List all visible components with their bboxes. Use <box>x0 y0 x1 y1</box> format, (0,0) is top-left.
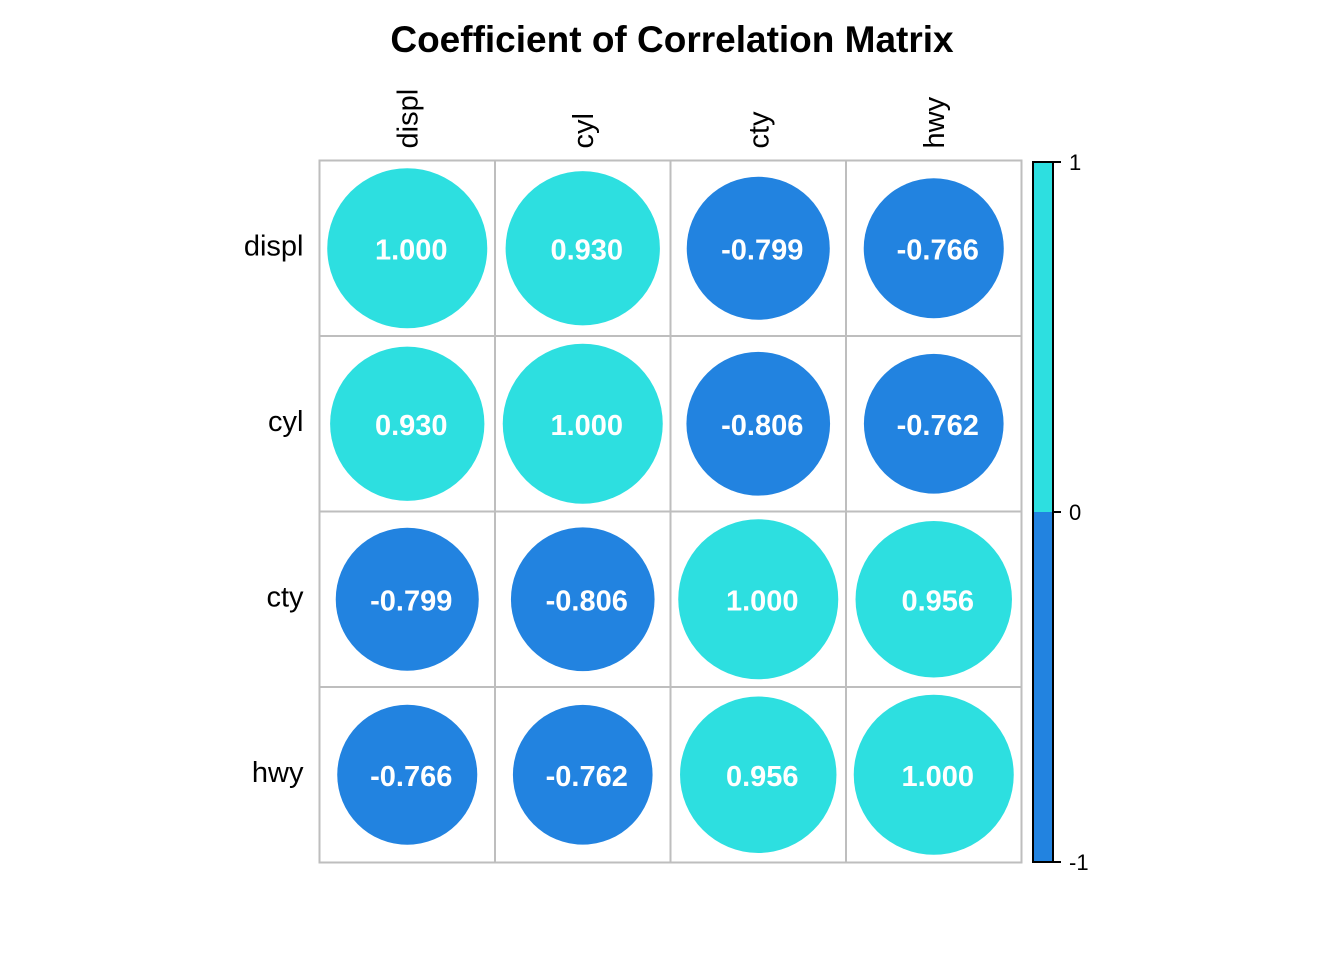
colorbar-tick-label: 0 <box>1069 500 1081 525</box>
correlation-value-label-cty-displ: -0.799 <box>370 585 452 617</box>
correlation-circle-cty-displ <box>335 527 479 671</box>
correlation-circle-hwy-cty <box>680 696 837 853</box>
correlation-circle-cyl-hwy <box>863 353 1004 494</box>
row-label-cty: cty <box>266 581 304 613</box>
correlation-value-label-cyl-cyl: 1.000 <box>550 410 623 442</box>
correlation-value-label-cty-cyl: -0.806 <box>546 585 628 617</box>
column-label-cyl: cyl <box>568 113 600 148</box>
correlation-circle-cyl-displ <box>330 346 485 501</box>
correlation-circle-hwy-hwy <box>853 694 1014 855</box>
correlation-value-label-hwy-hwy: 1.000 <box>901 761 974 793</box>
column-label-hwy: hwy <box>919 96 951 148</box>
correlation-circle-hwy-displ <box>337 704 478 845</box>
correlation-circle-cty-hwy <box>855 521 1012 678</box>
correlation-value-label-displ-cyl: 0.930 <box>550 234 623 266</box>
correlation-circle-displ-cyl <box>505 171 660 326</box>
colorbar-positive-segment <box>1033 162 1053 512</box>
chart-title: Coefficient of Correlation Matrix <box>390 19 954 60</box>
correlation-value-label-displ-cty: -0.799 <box>721 234 803 266</box>
colorbar-tick-label: 1 <box>1069 150 1081 175</box>
row-label-displ: displ <box>244 230 304 262</box>
correlation-circle-displ-hwy <box>863 178 1004 319</box>
correlation-value-label-cyl-cty: -0.806 <box>721 410 803 442</box>
colorbar: 1 0 -1 <box>1032 150 1089 875</box>
correlation-circle-cty-cyl <box>510 527 655 672</box>
correlation-circle-displ-displ <box>327 168 488 329</box>
correlation-value-label-cyl-hwy: -0.762 <box>897 410 979 442</box>
correlation-value-label-displ-displ: 1.000 <box>375 234 448 266</box>
row-label-cyl: cyl <box>268 406 303 438</box>
correlation-circle-hwy-cyl <box>512 704 653 845</box>
correlation-value-label-cyl-displ: 0.930 <box>375 410 448 442</box>
correlation-value-label-displ-hwy: -0.766 <box>897 234 979 266</box>
correlation-circle-cty-cty <box>678 519 839 680</box>
matrix-value-labels: 1.000 0.930 -0.799 -0.766 0.930 1.000 -0.806 -0… <box>370 234 979 793</box>
colorbar-negative-segment <box>1033 512 1053 862</box>
column-label-cty: cty <box>743 111 775 149</box>
matrix-axis-labels: displ cyl cty hwy displ cyl cty hwy <box>244 89 951 789</box>
correlation-value-label-hwy-displ: -0.766 <box>370 761 452 793</box>
colorbar-tick-label: -1 <box>1069 850 1089 875</box>
correlation-value-label-hwy-cty: 0.956 <box>726 761 799 793</box>
matrix-cells <box>318 159 1023 864</box>
row-label-hwy: hwy <box>252 757 304 789</box>
matrix-cell-hwy-hwy <box>845 686 1023 864</box>
correlation-value-label-hwy-cyl: -0.762 <box>546 761 628 793</box>
correlation-circle-cyl-cty <box>686 351 831 496</box>
correlation-circle-displ-cty <box>686 176 830 320</box>
correlation-value-label-cty-hwy: 0.956 <box>901 585 974 617</box>
matrix-circles <box>327 168 1014 855</box>
correlation-value-label-cty-cty: 1.000 <box>726 585 799 617</box>
column-label-displ: displ <box>392 89 424 149</box>
correlation-circle-cyl-cyl <box>502 343 663 504</box>
